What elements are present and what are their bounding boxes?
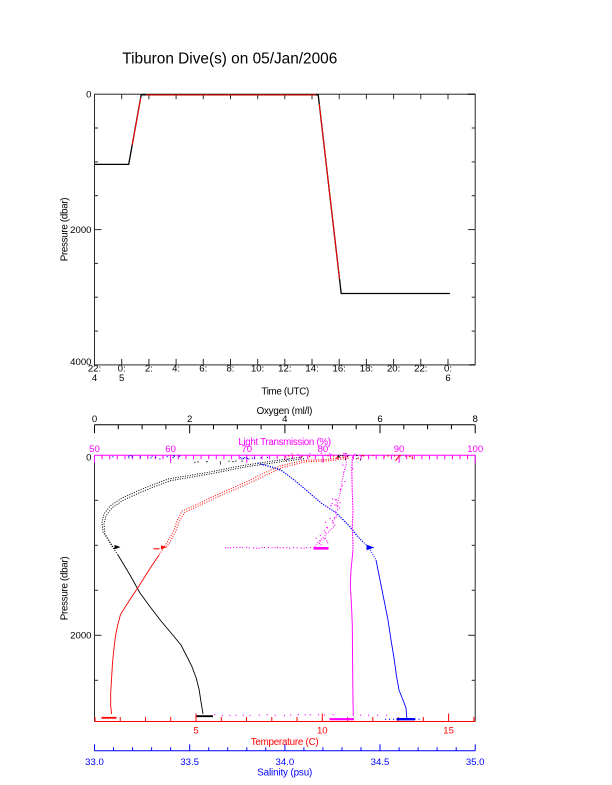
svg-text:6: 6 (377, 414, 382, 425)
svg-text:0: 0 (86, 90, 91, 101)
svg-text:20:: 20: (387, 364, 400, 375)
svg-text:4: 4 (92, 373, 98, 384)
svg-text:8:: 8: (226, 364, 234, 375)
svg-text:5: 5 (193, 725, 198, 736)
svg-text:33.0: 33.0 (85, 757, 104, 768)
svg-text:34.5: 34.5 (371, 757, 390, 768)
svg-text:22:: 22: (414, 364, 427, 375)
svg-text:16:: 16: (333, 364, 346, 375)
svg-text:100: 100 (467, 444, 483, 455)
svg-text:4: 4 (282, 414, 288, 425)
svg-text:6: 6 (445, 373, 450, 384)
svg-text:Pressure (dbar): Pressure (dbar) (60, 198, 71, 262)
svg-text:60: 60 (165, 444, 176, 455)
svg-text:Pressure (dbar): Pressure (dbar) (60, 557, 71, 621)
svg-text:Salinity (psu): Salinity (psu) (257, 767, 312, 778)
svg-text:15: 15 (443, 725, 454, 736)
svg-text:10:: 10: (251, 364, 264, 375)
svg-text:0: 0 (92, 414, 97, 425)
svg-text:4:: 4: (172, 364, 180, 375)
svg-text:34.0: 34.0 (276, 757, 295, 768)
svg-text:14:: 14: (305, 364, 318, 375)
svg-text:Tiburon Dive(s) on 05/Jan/2006: Tiburon Dive(s) on 05/Jan/2006 (122, 51, 337, 68)
svg-text:8: 8 (473, 414, 478, 425)
svg-text:Light Transmission (%): Light Transmission (%) (238, 437, 330, 448)
svg-text:2000: 2000 (70, 631, 91, 642)
svg-text:33.5: 33.5 (180, 757, 199, 768)
svg-text:5: 5 (119, 373, 124, 384)
svg-text:2000: 2000 (70, 225, 91, 236)
svg-text:0:: 0: (118, 364, 126, 375)
svg-text:Oxygen (ml/l): Oxygen (ml/l) (257, 406, 313, 417)
svg-text:90: 90 (394, 444, 405, 455)
svg-text:6:: 6: (199, 364, 207, 375)
svg-text:0:: 0: (444, 364, 452, 375)
svg-text:Time (UTC): Time (UTC) (261, 387, 309, 398)
svg-text:2:: 2: (145, 364, 153, 375)
svg-text:70: 70 (241, 444, 252, 455)
svg-text:10: 10 (317, 725, 328, 736)
svg-text:4000: 4000 (70, 357, 91, 368)
svg-text:12:: 12: (278, 364, 291, 375)
svg-text:35.0: 35.0 (466, 757, 485, 768)
svg-text:Temperature (C): Temperature (C) (251, 737, 319, 748)
svg-text:50: 50 (89, 444, 100, 455)
svg-text:18:: 18: (360, 364, 373, 375)
svg-text:2: 2 (187, 414, 192, 425)
svg-text:0: 0 (86, 453, 91, 464)
svg-text:80: 80 (318, 444, 329, 455)
svg-text:22:: 22: (88, 364, 101, 375)
